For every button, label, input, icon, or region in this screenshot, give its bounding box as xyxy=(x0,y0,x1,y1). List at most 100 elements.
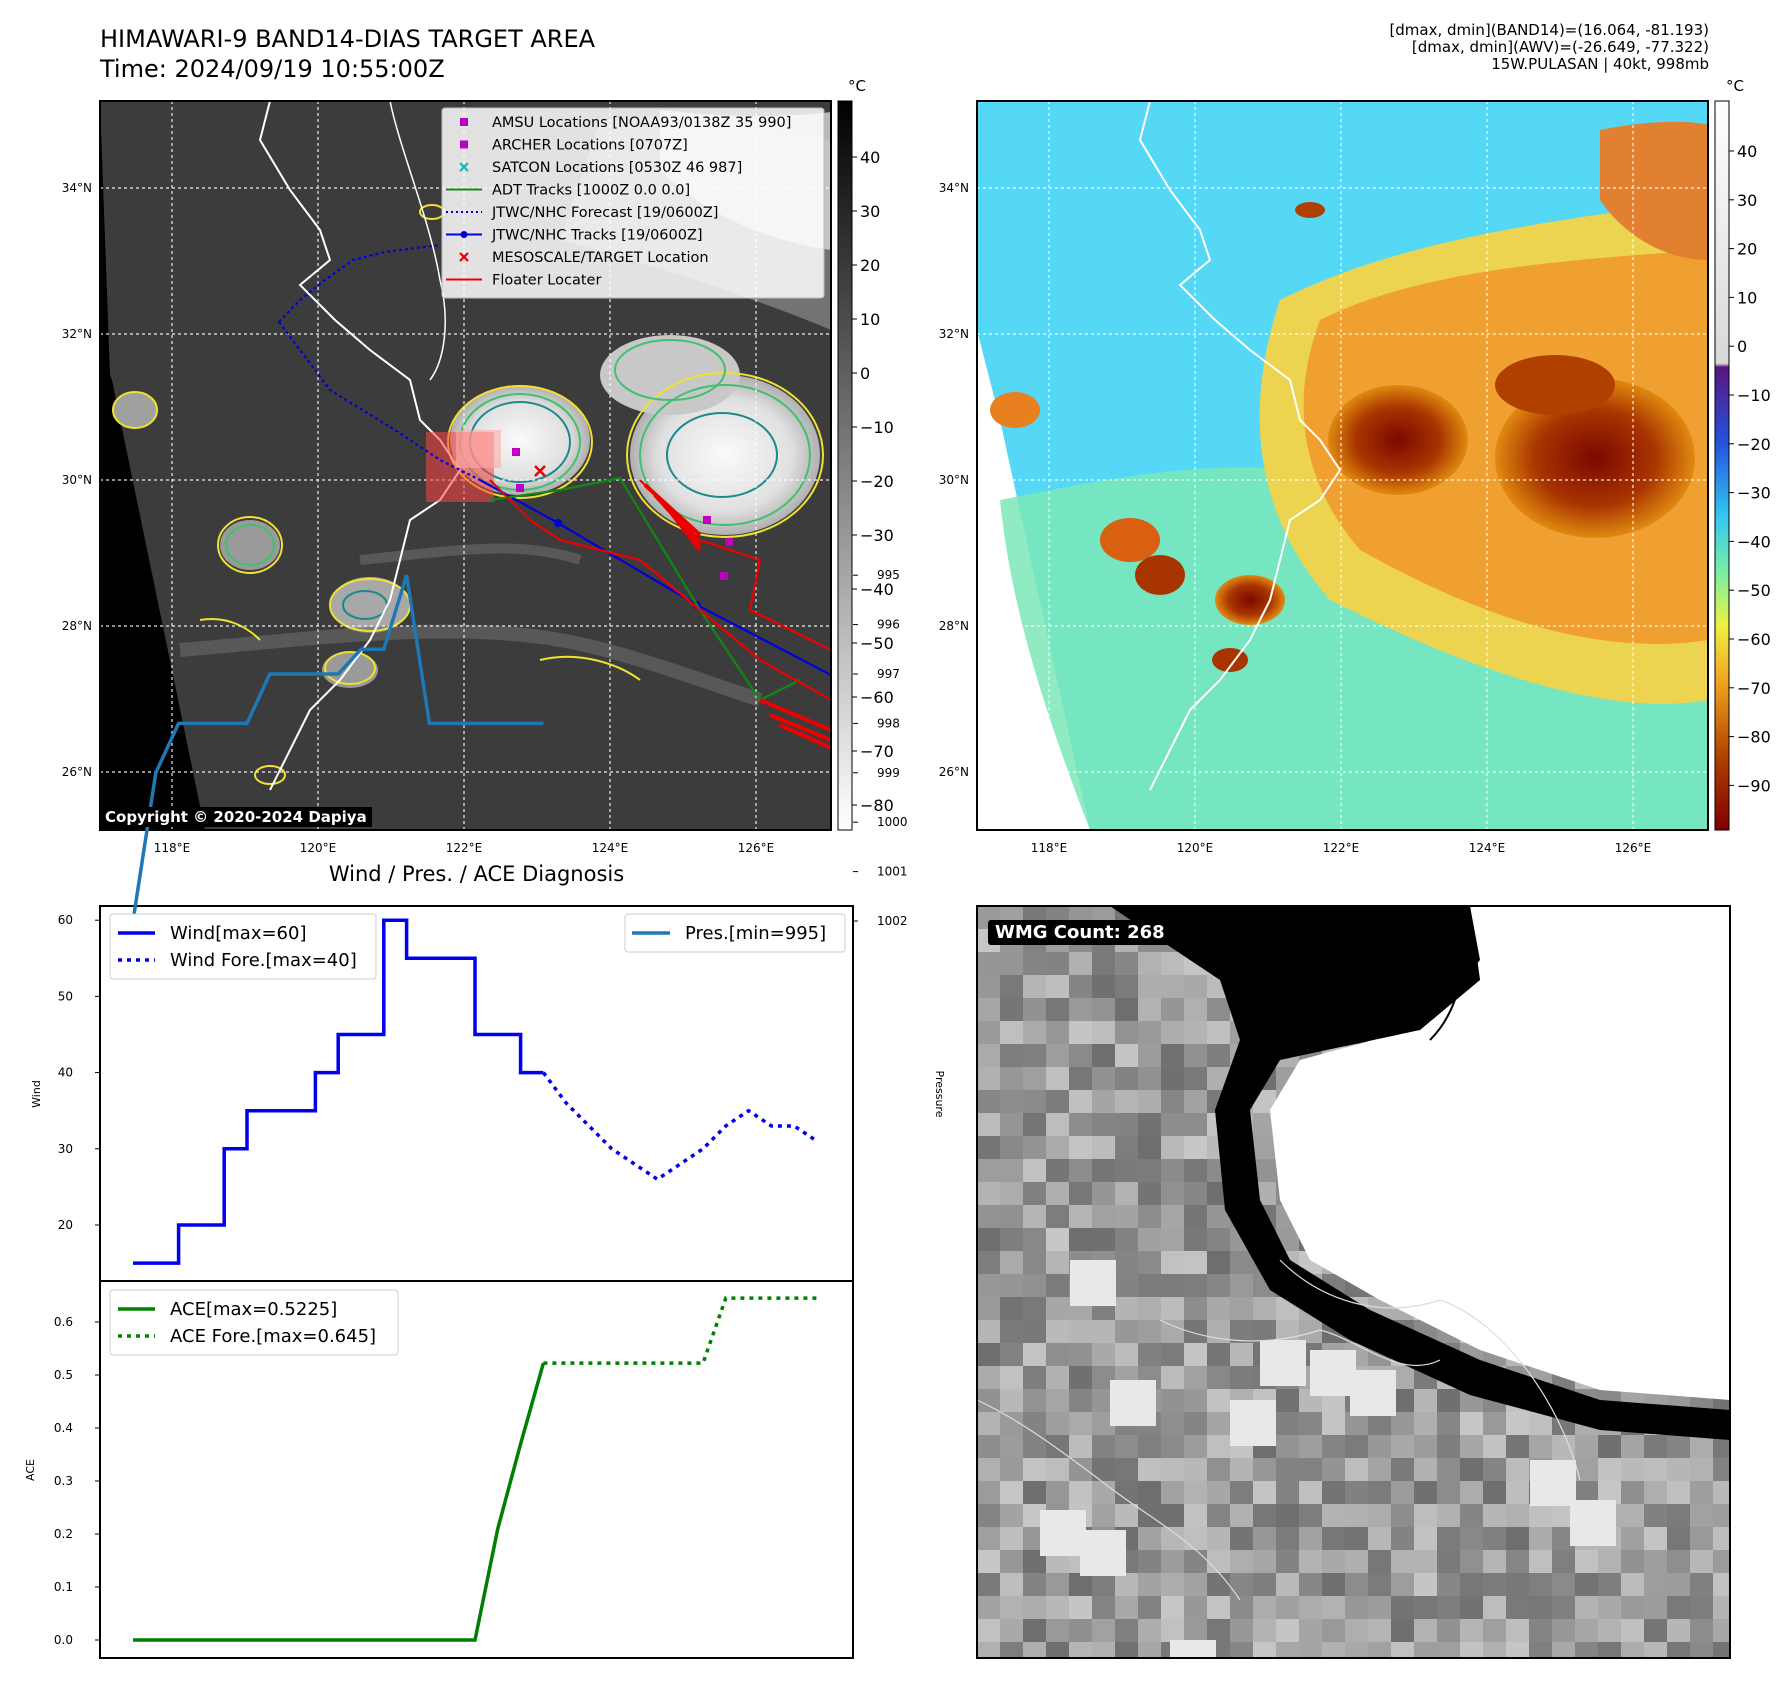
ace-ytick: 0.3 xyxy=(54,1474,73,1488)
legend-label: AMSU Locations [NOAA93/0138Z 35 990] xyxy=(492,115,791,131)
gray-colorbar-tick: 40 xyxy=(860,148,880,167)
pressure-ytick: 995 xyxy=(877,568,900,582)
map2-lat-tick: 32°N xyxy=(939,327,969,341)
gray-colorbar-tick: −20 xyxy=(860,472,894,491)
ace-chart: 0.00.10.20.30.40.50.6ACEACE[max=0.5225]A… xyxy=(24,1280,854,1659)
series-line-2 xyxy=(131,574,544,922)
gray-colorbar-tick: −30 xyxy=(860,526,894,545)
pressure-ytick: 1000 xyxy=(877,815,908,829)
map1-lat-tick: 28°N xyxy=(62,619,92,633)
pressure-ylabel: Pressure xyxy=(933,1071,946,1118)
color-colorbar-tick: −40 xyxy=(1737,532,1771,551)
map-legend: AMSU Locations [NOAA93/0138Z 35 990] ARCH… xyxy=(441,107,825,299)
map1-lon-tick: 122°E xyxy=(446,841,483,855)
ace-ytick: 0.4 xyxy=(54,1421,73,1435)
wind-legend-label: Wind Fore.[max=40] xyxy=(170,950,357,971)
color-colorbar-tick: −20 xyxy=(1737,435,1771,454)
wind-ytick: 30 xyxy=(58,1142,73,1156)
map2-lat-tick: 28°N xyxy=(939,619,969,633)
gray-colorbar-tick: 10 xyxy=(860,310,880,329)
gray-colorbar: 40 30 20 10 0 −10 −20 −30 −40 −50 −60 −70 −80 xyxy=(837,100,894,831)
wind-ytick: 50 xyxy=(58,989,73,1003)
wind-ytick: 40 xyxy=(58,1066,73,1080)
ace-ylabel: ACE xyxy=(24,1459,37,1481)
wmg-count-badge: WMG Count: 268 xyxy=(988,920,1172,945)
color-colorbar-tick: 10 xyxy=(1737,288,1757,307)
series-line-1 xyxy=(541,1071,818,1182)
legend-entry: ADT Tracks [1000Z 0.0 0.0] xyxy=(446,183,690,199)
color-colorbar-tick: −70 xyxy=(1737,679,1771,698)
ace-legend-label: ACE[max=0.5225] xyxy=(170,1299,337,1320)
pressure-legend: Pres.[min=995] xyxy=(624,913,846,953)
awv-map-panel xyxy=(977,101,1708,830)
ace-ytick: 0.0 xyxy=(54,1633,73,1647)
legend-entry: JTWC/NHC Forecast [19/0600Z] xyxy=(446,205,718,221)
map2-lon-tick: 122°E xyxy=(1323,841,1360,855)
color-colorbar-tick: 0 xyxy=(1737,337,1747,356)
map1-lat-tick: 26°N xyxy=(62,765,92,779)
map1-lon-tick: 120°E xyxy=(300,841,337,855)
pressure-ytick: 998 xyxy=(877,716,900,730)
pressure-legend-label: Pres.[min=995] xyxy=(685,923,826,944)
gray-colorbar-tick: 30 xyxy=(860,202,880,221)
legend-label: JTWC/NHC Tracks [19/0600Z] xyxy=(491,228,703,244)
pressure-ytick: 1002 xyxy=(877,914,908,928)
ace-ytick: 0.2 xyxy=(54,1527,73,1541)
pressure-ytick: 1001 xyxy=(877,865,908,879)
legend-entry: ARCHER Locations [0707Z] xyxy=(460,138,688,154)
color-colorbar-tick: −60 xyxy=(1737,630,1771,649)
wmg-panel xyxy=(977,906,1730,1658)
map1-lon-tick: 126°E xyxy=(738,841,775,855)
diagnosis-title: Wind / Pres. / ACE Diagnosis xyxy=(328,862,625,886)
title-line-1: HIMAWARI-9 BAND14-DIAS TARGET AREA xyxy=(100,25,596,53)
figure-title: HIMAWARI-9 BAND14-DIAS TARGET AREA Time:… xyxy=(100,24,595,84)
color-colorbar: 40 30 20 10 0 −10 −20 −30 −40 −50 −60 −70 −80 −90 xyxy=(1714,100,1771,831)
copyright-label: Copyright © 2020-2024 Dapiya xyxy=(100,807,372,827)
wind-legend: Wind[max=60] Wind Fore.[max=40] xyxy=(109,913,377,980)
map2-lon-tick: 126°E xyxy=(1615,841,1652,855)
map2-lat-tick: 34°N xyxy=(939,181,969,195)
map1-lon-tick: 118°E xyxy=(154,841,191,855)
legend-label: JTWC/NHC Forecast [19/0600Z] xyxy=(491,205,718,221)
pressure-ytick: 996 xyxy=(877,618,900,632)
gray-colorbar-unit: °C xyxy=(848,77,866,95)
color-colorbar-tick: −90 xyxy=(1737,776,1771,795)
map2-lon-tick: 120°E xyxy=(1177,841,1214,855)
legend-label: ADT Tracks [1000Z 0.0 0.0] xyxy=(492,183,690,199)
legend-label: Floater Locater xyxy=(492,273,601,289)
gray-colorbar-tick: −70 xyxy=(860,742,894,761)
gray-colorbar-tick: −10 xyxy=(860,418,894,437)
gray-colorbar-tick: −80 xyxy=(860,796,894,815)
legend-entry: JTWC/NHC Tracks [19/0600Z] xyxy=(446,228,703,244)
gray-colorbar-tick: −40 xyxy=(860,580,894,599)
legend-entry: Floater Locater xyxy=(446,273,601,289)
wind-legend-label: Wind[max=60] xyxy=(170,923,307,944)
legend-label: ARCHER Locations [0707Z] xyxy=(492,138,688,154)
color-colorbar-tick: 30 xyxy=(1737,191,1757,210)
series-line-0 xyxy=(133,918,544,1265)
ace-series-line-1 xyxy=(543,1296,817,1365)
wind-ylabel: Wind xyxy=(30,1080,43,1108)
gray-colorbar-tick: −50 xyxy=(860,634,894,653)
ace-ytick: 0.6 xyxy=(54,1315,73,1329)
map2-lat-tick: 26°N xyxy=(939,765,969,779)
figure-meta: [dmax, dmin](BAND14)=(16.064, -81.193) [… xyxy=(1389,22,1709,73)
legend-entry: SATCON Locations [0530Z 46 987] xyxy=(459,160,742,176)
color-colorbar-tick: −10 xyxy=(1737,386,1771,405)
map2-lon-tick: 118°E xyxy=(1031,841,1068,855)
map-tick-labels: 118°E 118°E 120°E 120°E 122°E 122°E 124°E 124°E… xyxy=(62,181,1652,855)
map1-lat-tick: 34°N xyxy=(62,181,92,195)
pressure-ytick: 999 xyxy=(877,766,900,780)
color-colorbar-tick: −80 xyxy=(1737,728,1771,747)
pressure-ytick: 997 xyxy=(877,667,900,681)
color-colorbar-tick: 40 xyxy=(1737,142,1757,161)
color-colorbar-tick: −30 xyxy=(1737,484,1771,503)
legend-entry: MESOSCALE/TARGET Location xyxy=(459,250,709,266)
meta-line-2: [dmax, dmin](AWV)=(-26.649, -77.322) xyxy=(1411,38,1709,56)
wind-pressure-chart: 20 30 40 50 60 995 996 997 998 999 1000 1001 1002 Win… xyxy=(30,568,946,1282)
ace-ytick: 0.5 xyxy=(54,1368,73,1382)
ace-ytick: 0.1 xyxy=(54,1580,73,1594)
ace-series-line-0 xyxy=(133,1362,546,1642)
map1-lon-tick: 124°E xyxy=(592,841,629,855)
